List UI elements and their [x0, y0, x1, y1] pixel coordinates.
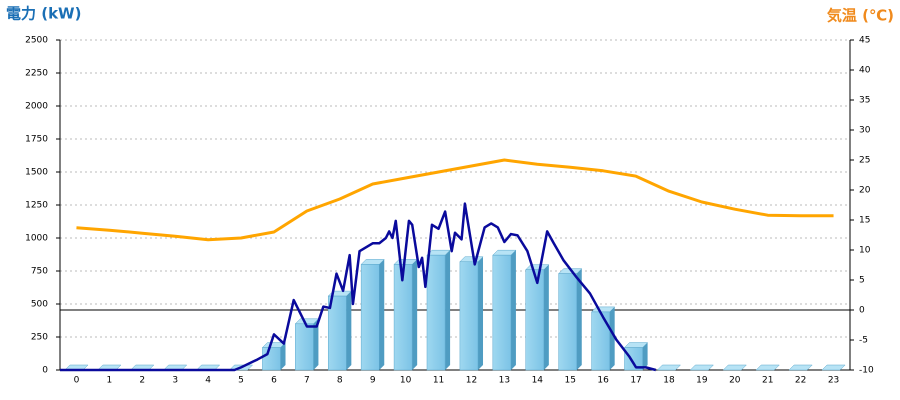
x-tick-label: 9	[370, 376, 376, 386]
bar	[459, 261, 479, 371]
bar-top	[755, 364, 780, 371]
x-tick-label: 22	[795, 376, 806, 386]
bar-top	[722, 364, 747, 371]
bar-side	[510, 250, 516, 370]
bar-side	[609, 306, 615, 370]
y-tick-label: 2000	[25, 102, 48, 112]
y2-tick-label: -5	[859, 336, 868, 346]
bar	[591, 311, 610, 371]
y2-axis-title: 気温 (℃)	[827, 7, 894, 25]
bar	[295, 323, 314, 371]
x-tick-label: 3	[172, 376, 178, 386]
bar-side	[313, 318, 319, 370]
bar-side	[379, 259, 385, 370]
y-tick-label: 1250	[25, 201, 48, 211]
bar	[624, 347, 643, 371]
bar-top	[689, 364, 715, 371]
bar	[327, 295, 347, 371]
bar	[360, 264, 380, 371]
bar-side	[642, 342, 648, 370]
temperature-line	[76, 158, 834, 242]
bar-side	[543, 264, 549, 370]
y2-tick-label: 45	[859, 36, 870, 46]
x-tick-label: 10	[400, 376, 412, 386]
bar-side	[280, 342, 286, 370]
x-tick-label: 4	[205, 376, 211, 386]
y-axis-title: 電力 (kW)	[6, 5, 81, 23]
x-tick-label: 0	[74, 376, 80, 386]
x-tick-label: 15	[564, 376, 575, 386]
y2-tick-label: 40	[859, 66, 871, 76]
bar	[262, 347, 281, 371]
x-tick-label: 17	[630, 376, 641, 386]
x-tick-label: 2	[139, 376, 145, 386]
x-tick-label: 14	[532, 376, 544, 386]
y2-tick-label: 15	[859, 216, 870, 226]
bar	[492, 254, 512, 371]
bar-side	[576, 268, 582, 370]
y2-tick-label: 35	[859, 96, 870, 106]
bar	[525, 269, 545, 371]
bar-side	[346, 291, 352, 370]
power-line	[60, 202, 657, 372]
bar-top	[656, 364, 682, 371]
bar-top	[788, 364, 813, 371]
x-tick-label: 7	[304, 376, 310, 386]
x-tick-label: 8	[337, 376, 343, 386]
x-tick-label: 5	[238, 376, 244, 386]
y2-tick-label: 5	[859, 276, 865, 286]
x-tick-label: 13	[499, 376, 510, 386]
x-tick-label: 20	[729, 376, 741, 386]
x-tick-label: 11	[433, 376, 444, 386]
y-tick-label: 750	[31, 267, 48, 277]
x-tick-label: 19	[696, 376, 708, 386]
y-tick-label: 250	[31, 333, 48, 343]
y-tick-label: 500	[31, 300, 48, 310]
y2-tick-label: 0	[859, 306, 865, 316]
x-tick-label: 18	[663, 376, 675, 386]
y-tick-label: 1000	[25, 234, 48, 244]
y-tick-label: 0	[42, 366, 48, 376]
bar-side	[478, 256, 484, 370]
bar	[558, 273, 578, 371]
x-tick-label: 21	[762, 376, 773, 386]
x-tick-label: 6	[271, 376, 277, 386]
bar	[426, 254, 446, 371]
x-tick-label: 16	[597, 376, 609, 386]
y2-tick-label: -10	[859, 366, 874, 376]
y2-tick-label: 25	[859, 156, 870, 166]
bar-top	[821, 364, 846, 371]
y2-tick-label: 10	[859, 246, 871, 256]
y-tick-label: 1750	[25, 135, 48, 145]
x-tick-label: 1	[107, 376, 113, 386]
bar-side	[412, 259, 418, 370]
y2-tick-label: 30	[859, 126, 871, 136]
x-tick-label: 23	[828, 376, 839, 386]
bar-side	[445, 250, 451, 370]
y-tick-label: 1500	[25, 168, 48, 178]
y-tick-label: 2250	[25, 69, 48, 79]
y-tick-label: 2500	[25, 36, 48, 46]
y2-tick-label: 20	[859, 186, 871, 196]
x-tick-label: 12	[466, 376, 477, 386]
